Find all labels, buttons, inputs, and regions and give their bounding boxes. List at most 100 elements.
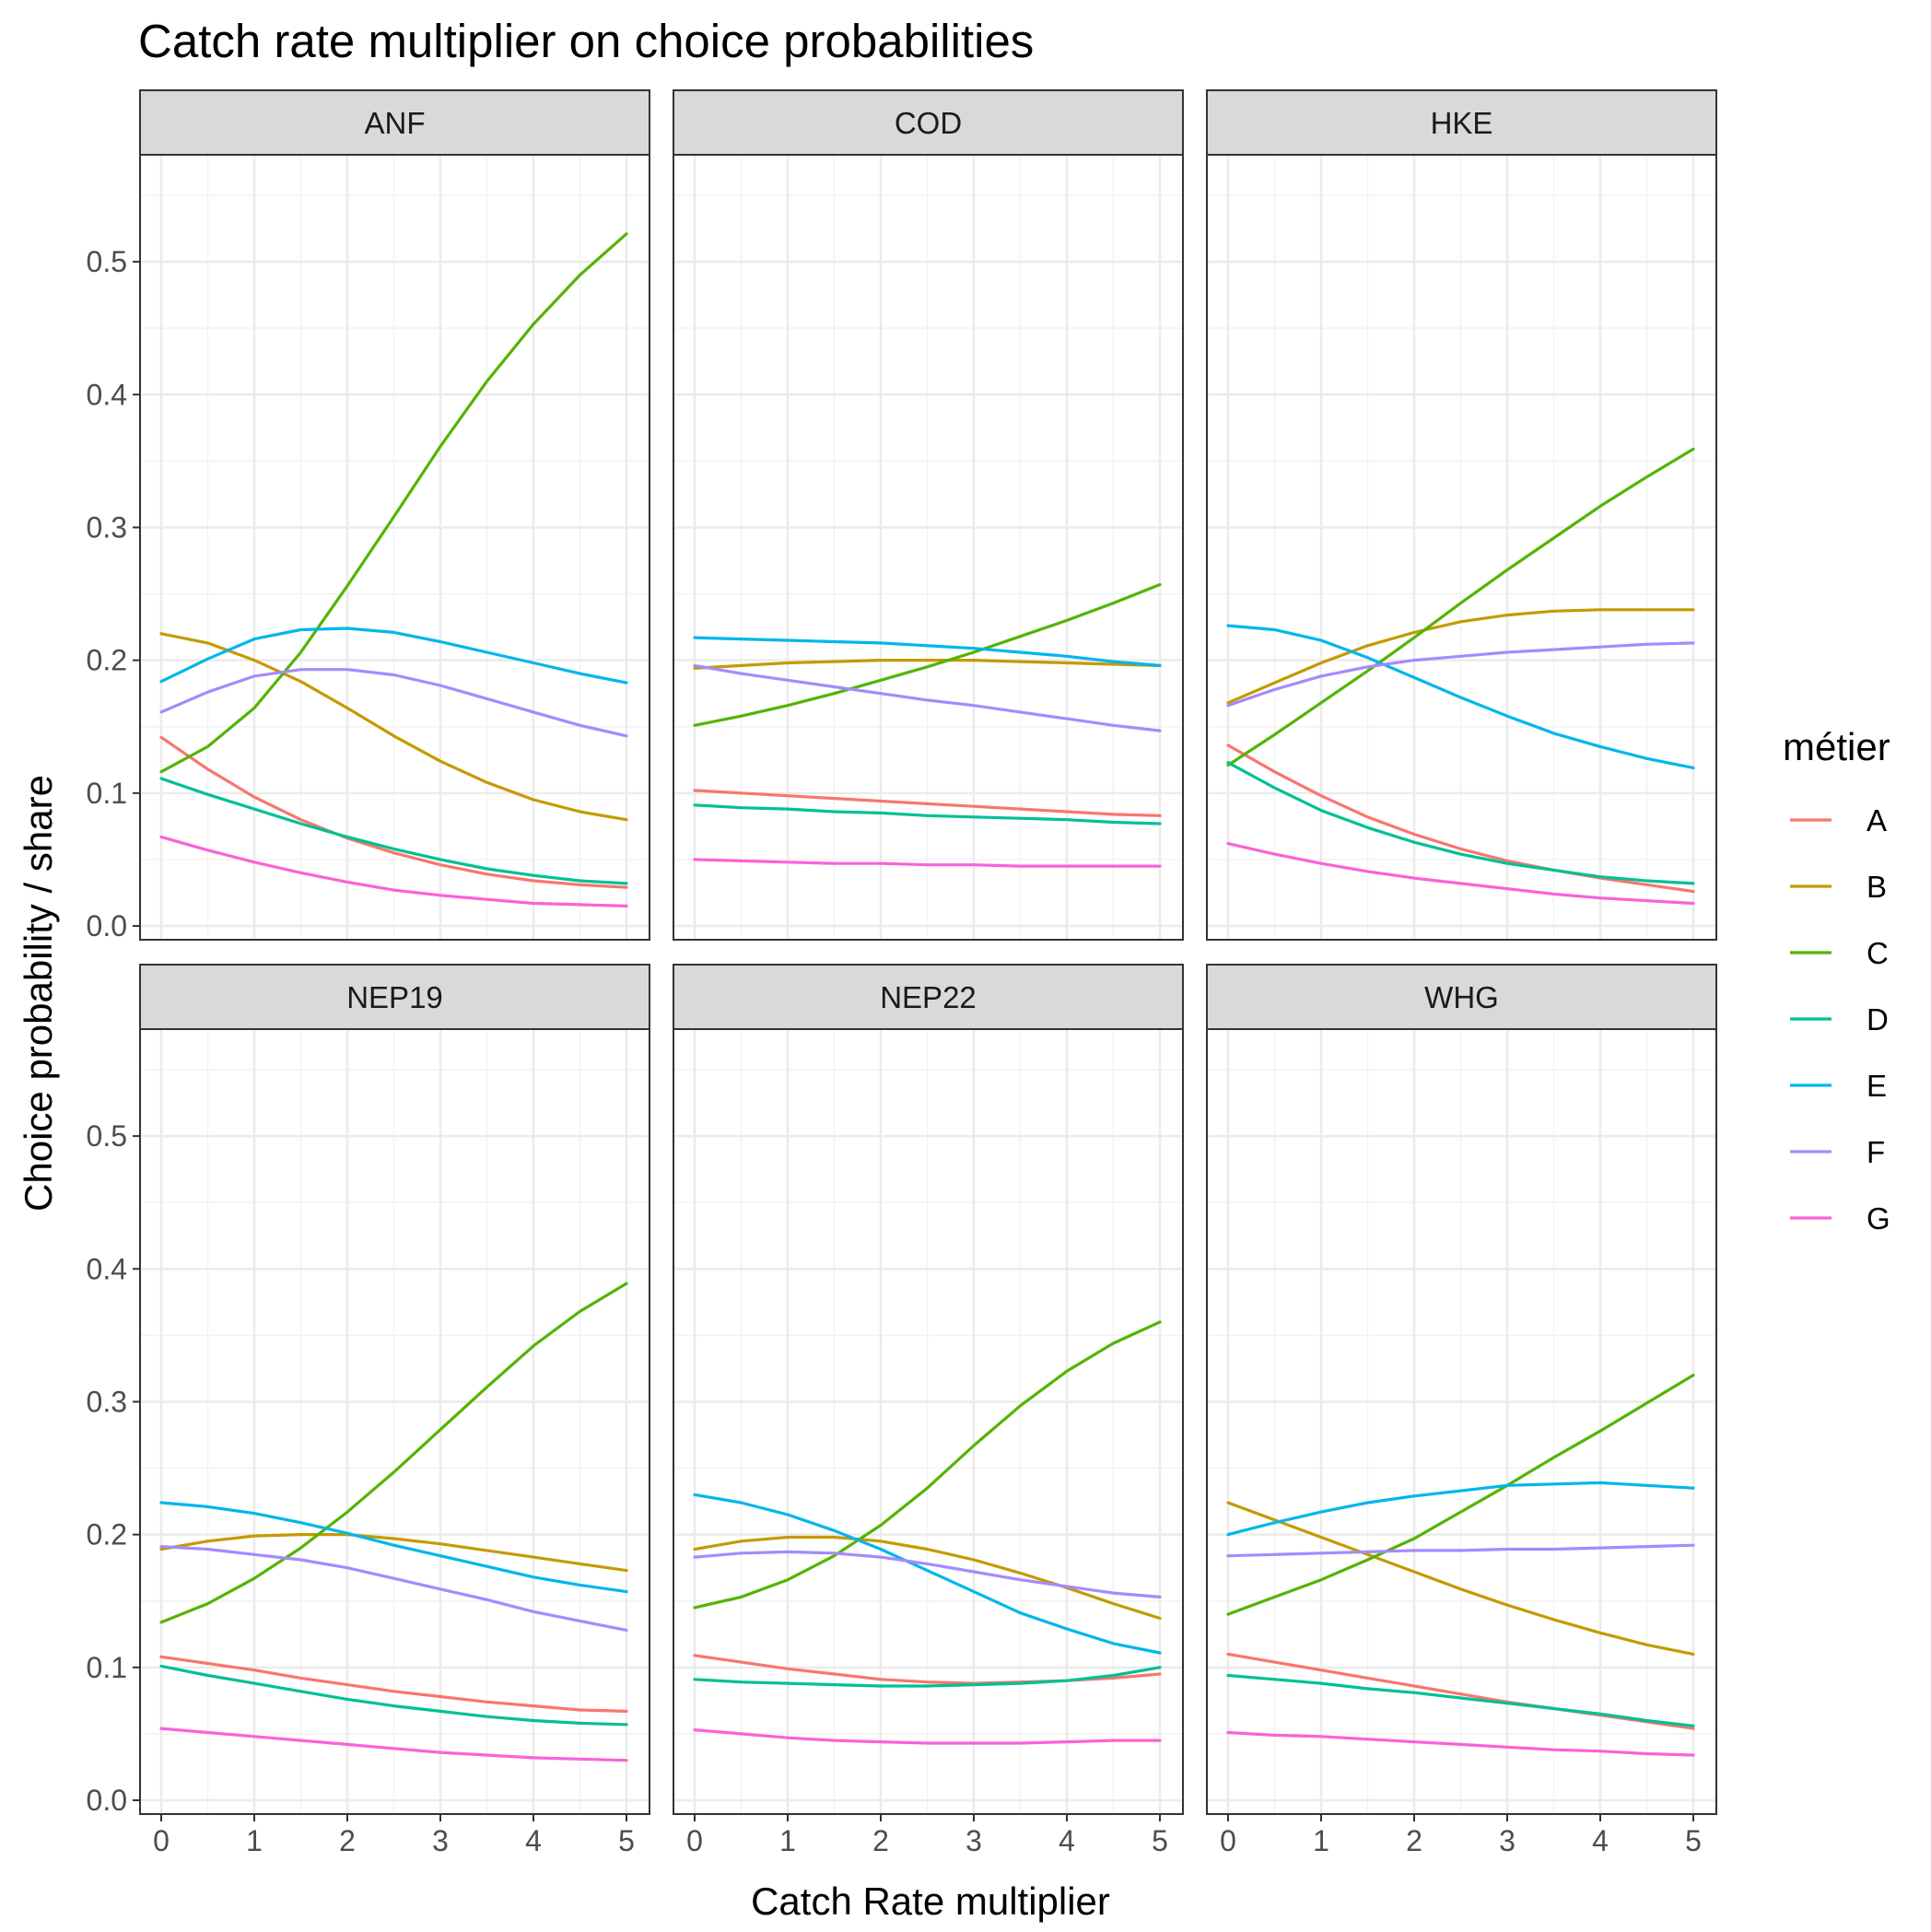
x-tick-label: 0 [686,1824,703,1857]
series-line-e [1226,1481,1695,1537]
y-tick-label: 0.4 [87,1252,127,1285]
series-line-c [159,232,628,774]
facet-strip [139,89,650,156]
x-tick-label: 3 [1499,1824,1516,1857]
y-axis-title: Choice probability / share [17,775,60,1212]
legend-item-f: F [1790,1135,1885,1169]
legend-label: D [1867,1002,1889,1036]
x-tick-label: 2 [339,1824,356,1857]
facet-strip [1206,964,1717,1030]
legend-label: C [1867,936,1889,970]
y-tick-label: 0.1 [87,1651,127,1684]
facet-strip [673,964,1184,1030]
facet-strip-label: ANF [365,106,426,140]
panel-grid: ANF 0.0 0.1 0.2 0.3 0.4 0.5 COD HKE NEP19 0.0 0.1 0.… [87,89,1717,1857]
series-line-e [693,1493,1162,1655]
facet-strip-label: COD [895,106,962,140]
x-tick-label: 5 [618,1824,635,1857]
series-line-f [693,1550,1162,1598]
x-tick-label: 4 [1592,1824,1609,1857]
legend-item-g: G [1790,1201,1890,1235]
x-tick-label: 3 [966,1824,982,1857]
y-tick-label: 0.2 [87,1518,127,1551]
series-line-b [693,1535,1162,1621]
legend-label: B [1867,870,1887,904]
y-tick-label: 0.3 [87,510,127,544]
series-line-a [159,735,628,889]
panel-background [140,1029,650,1814]
series-line-c [1226,1374,1695,1616]
panel-background [1207,155,1716,940]
panel-border [1206,1028,1717,1815]
series-line-c [159,1282,628,1624]
x-tick-label: 4 [525,1824,542,1857]
x-tick-label: 2 [1406,1824,1422,1857]
panel-border [673,154,1184,941]
panel-border [139,154,650,941]
series-line-a [159,1655,628,1713]
series-line-g [1226,1730,1695,1757]
panel-background [673,1029,1183,1814]
facet-strip-label: NEP19 [346,980,443,1014]
series-line-e [1226,624,1695,769]
chart-title: Catch rate multiplier on choice probabil… [138,15,1034,67]
legend-item-c: C [1790,936,1889,970]
panel-background [140,155,650,940]
panel-anf: ANF 0.0 0.1 0.2 0.3 0.4 0.5 [87,89,650,943]
y-tick-label: 0.2 [87,644,127,677]
legend-label: A [1867,803,1887,837]
legend-item-a: A [1790,803,1887,837]
x-tick-label: 1 [779,1824,796,1857]
panel-border [1206,154,1717,941]
series-line-c [693,582,1162,727]
y-tick-label: 0.4 [87,378,127,411]
x-tick-label: 5 [1152,1824,1168,1857]
series-line-b [1226,1501,1695,1656]
legend-item-d: D [1790,1002,1889,1036]
x-tick-label: 0 [1220,1824,1236,1857]
series-line-b [159,632,628,822]
series-line-c [1226,447,1695,767]
panel-nep22: NEP22 0 1 2 3 4 5 [673,964,1184,1857]
x-tick-label: 1 [246,1824,263,1857]
panel-border [139,1028,650,1815]
panel-hke: HKE [1206,89,1717,941]
series-line-b [159,1533,628,1573]
series-line-g [1226,842,1695,906]
panel-border [673,1028,1184,1815]
panel-whg: WHG 0 1 2 3 4 5 [1206,964,1717,1857]
series-line-a [1226,744,1695,894]
series-line-e [159,1501,628,1594]
legend-label: G [1867,1201,1890,1235]
series-line-g [693,858,1162,868]
facet-strip-label: NEP22 [880,980,977,1014]
series-line-b [1226,608,1695,705]
legend-label: F [1867,1135,1885,1169]
y-tick-label: 0.0 [87,1784,127,1817]
facet-strip-label: WHG [1424,980,1499,1014]
x-axis-title: Catch Rate multiplier [751,1879,1110,1923]
facet-strip [139,964,650,1030]
x-tick-label: 2 [872,1824,889,1857]
series-line-b [693,659,1162,670]
series-line-c [693,1320,1162,1610]
series-line-d [1226,1673,1695,1727]
legend-title: métier [1783,725,1890,768]
legend-item-e: E [1790,1069,1887,1103]
series-line-d [159,777,628,885]
series-line-d [159,1664,628,1727]
y-tick-label: 0.3 [87,1385,127,1418]
series-line-g [693,1728,1162,1745]
series-line-f [1226,641,1695,708]
series-line-e [159,626,628,685]
x-tick-label: 3 [432,1824,449,1857]
y-tick-label: 0.0 [87,909,127,943]
panel-nep19: NEP19 0.0 0.1 0.2 0.3 0.4 0.5 0 1 2 3 4 5 [87,964,650,1857]
legend-item-b: B [1790,870,1887,904]
x-tick-label: 0 [153,1824,170,1857]
series-line-a [693,789,1162,817]
x-tick-label: 1 [1313,1824,1329,1857]
series-line-f [159,668,628,738]
y-tick-label: 0.1 [87,777,127,810]
